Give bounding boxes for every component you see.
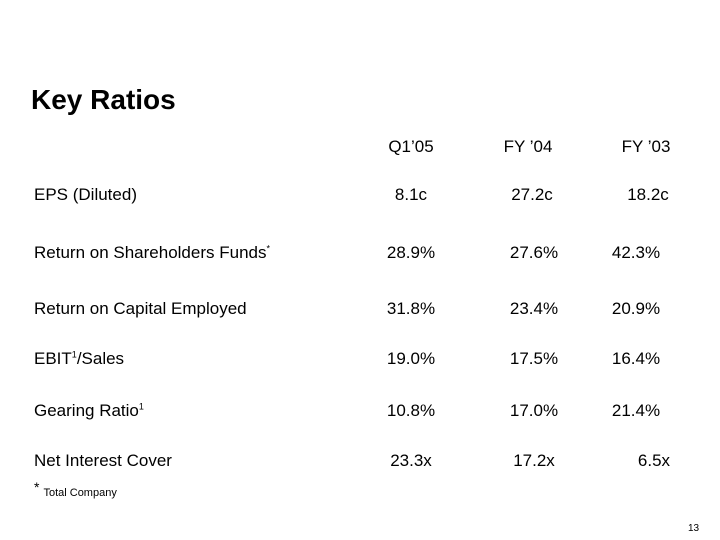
row-label-gearing-ratio: Gearing Ratio1	[34, 401, 144, 420]
footnote: * Total Company	[34, 480, 117, 499]
cell-nic-fy-04: 17.2x	[513, 451, 555, 470]
cell-rosf-fy-04: 27.6%	[509, 243, 559, 262]
cell-eps-fy-04: 27.2c	[511, 185, 553, 204]
cell-rosf-q1-05: 28.9%	[386, 243, 436, 262]
cell-gearing-fy-03: 21.4%	[611, 401, 661, 420]
footnote-marker: *	[266, 243, 270, 254]
footnote-text: Total Company	[43, 487, 117, 499]
cell-roce-fy-03: 20.9%	[611, 299, 661, 318]
page-title: Key Ratios	[31, 84, 176, 115]
cell-ebit-sales-q1-05: 19.0%	[386, 349, 436, 368]
column-header-fy-03: FY ’03	[621, 137, 671, 156]
column-header-fy-04: FY ’04	[503, 137, 553, 156]
row-label-return-on-shareholders-funds: Return on Shareholders Funds*	[34, 243, 270, 262]
cell-nic-fy-03: 6.5x	[637, 451, 671, 470]
footnote-marker: 1	[138, 401, 144, 412]
cell-rosf-fy-03: 42.3%	[611, 243, 661, 262]
row-label-ebit-sales: EBIT1/Sales	[34, 349, 125, 368]
page-number: 13	[688, 523, 700, 534]
row-label-eps: EPS (Diluted)	[34, 185, 137, 204]
cell-eps-q1-05: 8.1c	[394, 185, 428, 204]
cell-gearing-fy-04: 17.0%	[509, 401, 559, 420]
footnote-star: *	[34, 479, 40, 495]
cell-eps-fy-03: 18.2c	[627, 185, 669, 204]
cell-roce-fy-04: 23.4%	[509, 299, 559, 318]
row-label-return-on-capital-employed: Return on Capital Employed	[34, 299, 247, 318]
cell-ebit-sales-fy-03: 16.4%	[611, 349, 661, 368]
row-label-net-interest-cover: Net Interest Cover	[34, 451, 172, 470]
cell-ebit-sales-fy-04: 17.5%	[509, 349, 559, 368]
column-header-q1-05: Q1’05	[388, 137, 434, 156]
footnote-marker: 1	[71, 349, 77, 360]
cell-gearing-q1-05: 10.8%	[386, 401, 436, 420]
cell-nic-q1-05: 23.3x	[390, 451, 432, 470]
cell-roce-q1-05: 31.8%	[386, 299, 436, 318]
